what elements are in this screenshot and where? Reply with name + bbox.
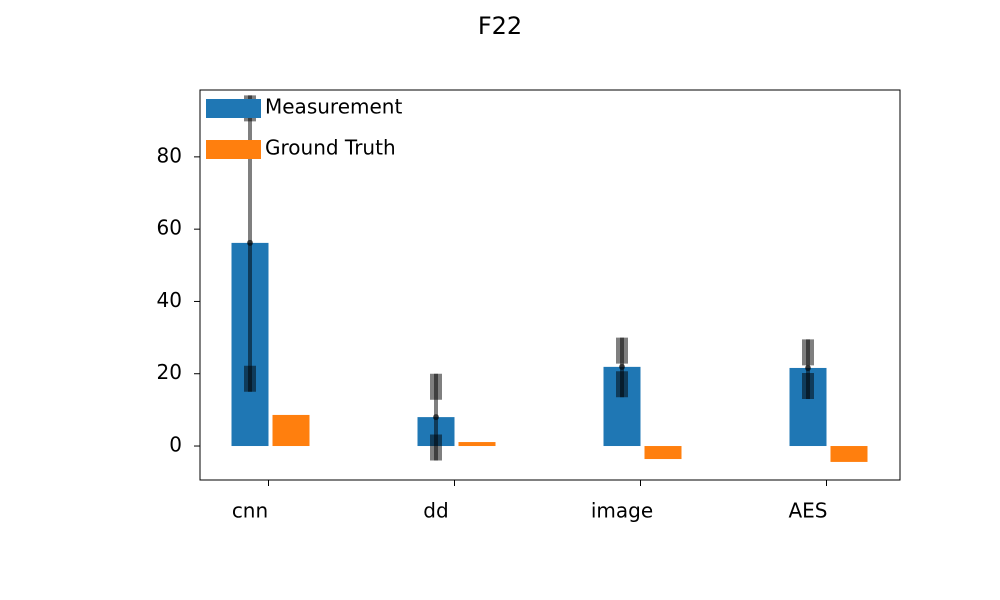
y-tick-label: 80 bbox=[157, 143, 182, 167]
x-tick-label: dd bbox=[423, 499, 448, 523]
mean-dot bbox=[433, 414, 439, 421]
bar bbox=[644, 446, 682, 460]
x-tick-label: cnn bbox=[232, 499, 268, 523]
y-tick-label: 40 bbox=[157, 288, 182, 312]
legend-swatch bbox=[206, 140, 261, 159]
mean-dot bbox=[805, 364, 811, 371]
x-tick-label: image bbox=[591, 499, 653, 523]
chart-title: F22 bbox=[478, 12, 522, 40]
y-tick-label: 20 bbox=[157, 360, 182, 384]
legend-label: Ground Truth bbox=[265, 136, 396, 160]
legend-label: Measurement bbox=[265, 95, 402, 119]
mean-dot bbox=[247, 239, 253, 246]
bar bbox=[830, 446, 868, 462]
plot-frame bbox=[199, 89, 901, 481]
mean-dot bbox=[619, 363, 625, 370]
bar bbox=[458, 442, 496, 447]
legend-swatch bbox=[206, 99, 261, 118]
y-tick-label: 0 bbox=[169, 433, 182, 457]
bar bbox=[272, 414, 310, 447]
y-tick-label: 60 bbox=[157, 216, 182, 240]
x-tick-label: AES bbox=[788, 499, 827, 523]
